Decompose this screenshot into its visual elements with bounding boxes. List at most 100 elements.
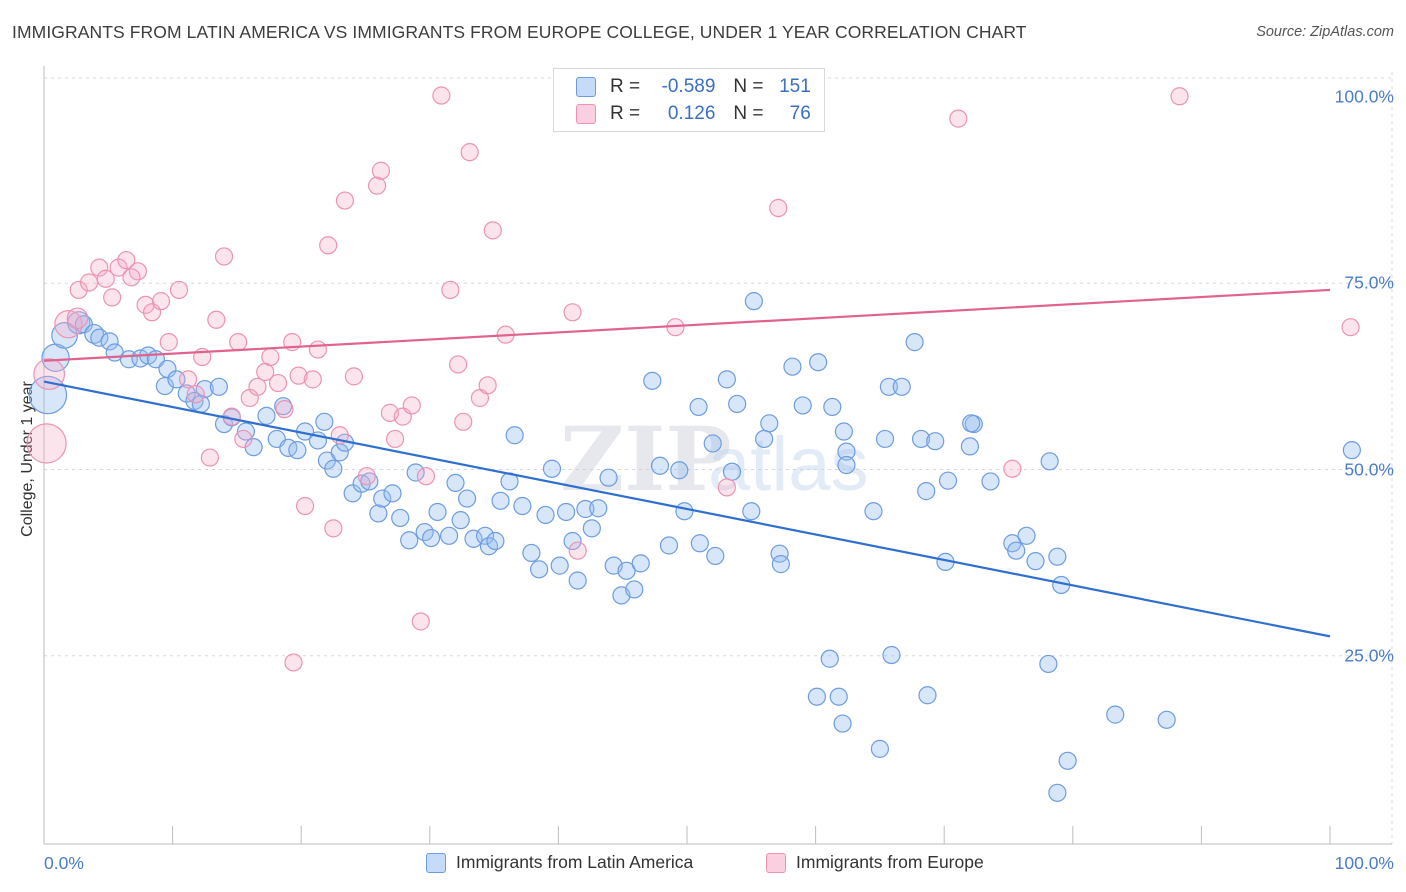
data-point-latin-america — [837, 442, 856, 461]
data-point-latin-america — [728, 394, 747, 414]
data-point-latin-america — [938, 471, 958, 490]
data-point-europe — [367, 176, 387, 195]
data-point-europe — [69, 280, 88, 300]
data-point-europe — [324, 519, 343, 538]
data-point-europe — [1341, 318, 1360, 337]
data-point-latin-america — [428, 502, 447, 522]
data-point-latin-america — [383, 484, 402, 503]
watermark-zip: ZIP — [560, 407, 732, 511]
data-point-latin-america — [391, 508, 410, 528]
data-point-latin-america — [257, 406, 276, 425]
data-point-europe — [229, 333, 248, 352]
data-point-europe — [319, 236, 338, 255]
data-point-latin-america — [833, 714, 852, 733]
data-point-latin-america — [771, 555, 790, 574]
data-point-latin-america — [905, 333, 924, 352]
data-point-europe — [416, 467, 436, 486]
data-point-latin-america — [550, 556, 569, 575]
data-point-latin-america — [962, 414, 981, 433]
data-point-latin-america — [760, 414, 779, 433]
data-point-latin-america — [542, 459, 562, 478]
data-point-latin-america — [829, 687, 848, 706]
data-point-europe — [411, 612, 430, 631]
data-point-latin-america — [650, 456, 670, 475]
data-point-latin-america — [911, 429, 931, 449]
data-point-latin-america — [882, 645, 901, 665]
data-point-latin-america — [918, 686, 937, 705]
data-point-latin-america — [315, 412, 334, 431]
data-point-europe — [385, 429, 405, 449]
data-point-latin-america — [236, 422, 256, 441]
data-point-europe — [200, 448, 219, 467]
data-point-latin-america — [582, 519, 601, 538]
data-point-latin-america — [400, 531, 419, 550]
data-point-latin-america — [1017, 526, 1036, 545]
legend-r-value: -0.589 — [661, 76, 716, 97]
data-point-latin-america — [475, 526, 495, 545]
data-point-latin-america — [1157, 710, 1176, 729]
data-point-europe — [268, 373, 288, 393]
data-point-europe — [234, 429, 253, 449]
data-point-latin-america — [369, 504, 388, 523]
data-point-europe — [109, 258, 128, 277]
data-point-europe — [568, 541, 587, 560]
bottom-legend-swatch-blue — [426, 852, 446, 873]
legend-n-label: N = — [733, 103, 764, 124]
data-point-latin-america — [51, 322, 78, 349]
data-point-europe — [289, 366, 308, 385]
data-point-latin-america — [513, 496, 532, 516]
data-point-europe — [308, 340, 328, 359]
data-point-latin-america — [491, 491, 510, 510]
data-point-latin-america — [617, 561, 636, 580]
legend-n-value: 76 — [789, 103, 811, 124]
data-point-latin-america — [274, 397, 293, 416]
data-point-europe — [295, 496, 315, 516]
data-point-latin-america — [960, 437, 980, 456]
data-point-latin-america — [864, 502, 883, 521]
data-point-latin-america — [288, 441, 307, 460]
data-point-latin-america — [690, 534, 709, 553]
data-point-europe — [261, 347, 280, 367]
data-point-latin-america — [722, 462, 742, 481]
source-label: Source: ZipAtlas.com — [1256, 24, 1394, 40]
watermark: ZIP atlas — [560, 407, 869, 511]
data-point-latin-america — [837, 455, 856, 475]
data-point-latin-america — [451, 511, 470, 530]
data-point-latin-america — [195, 379, 214, 399]
data-point-europe — [33, 358, 66, 391]
data-point-europe — [151, 292, 171, 311]
data-point-latin-america — [643, 371, 662, 390]
legend-row-latin-america: R = -0.589 N = 151 — [576, 76, 811, 98]
data-point-europe — [103, 288, 122, 307]
data-point-europe — [90, 258, 109, 277]
data-point-europe — [454, 412, 473, 431]
data-point-latin-america — [783, 357, 802, 376]
data-point-latin-america — [406, 463, 425, 482]
data-point-europe — [66, 307, 89, 330]
x-tick-label-min: 0.0% — [44, 853, 84, 873]
legend-r-label: R = — [610, 103, 641, 124]
trend-line-europe — [43, 288, 1331, 362]
data-point-latin-america — [557, 502, 576, 522]
data-point-europe — [275, 400, 294, 419]
data-point-latin-america — [755, 429, 774, 449]
legend-r-value: 0.126 — [667, 103, 716, 124]
data-point-latin-america — [1106, 705, 1125, 724]
data-point-europe — [207, 310, 226, 329]
y-tick-label: 50.0% — [1344, 459, 1394, 479]
bottom-legend-label: Immigrants from Latin America — [456, 852, 694, 872]
data-point-europe — [460, 143, 479, 162]
data-point-europe — [1003, 459, 1022, 478]
data-point-europe — [117, 251, 136, 270]
legend-n-label: N = — [733, 76, 764, 97]
data-point-latin-america — [360, 472, 379, 491]
y-tick-label: 75.0% — [1344, 272, 1394, 293]
data-point-europe — [335, 191, 355, 210]
series-europe-points — [26, 86, 1360, 672]
data-point-latin-america — [834, 422, 853, 441]
trend-lines — [43, 288, 1331, 638]
data-point-europe — [357, 467, 376, 486]
chart-title: IMMIGRANTS FROM LATIN AMERICA VS IMMIGRA… — [12, 22, 1027, 42]
data-point-europe — [949, 109, 968, 128]
